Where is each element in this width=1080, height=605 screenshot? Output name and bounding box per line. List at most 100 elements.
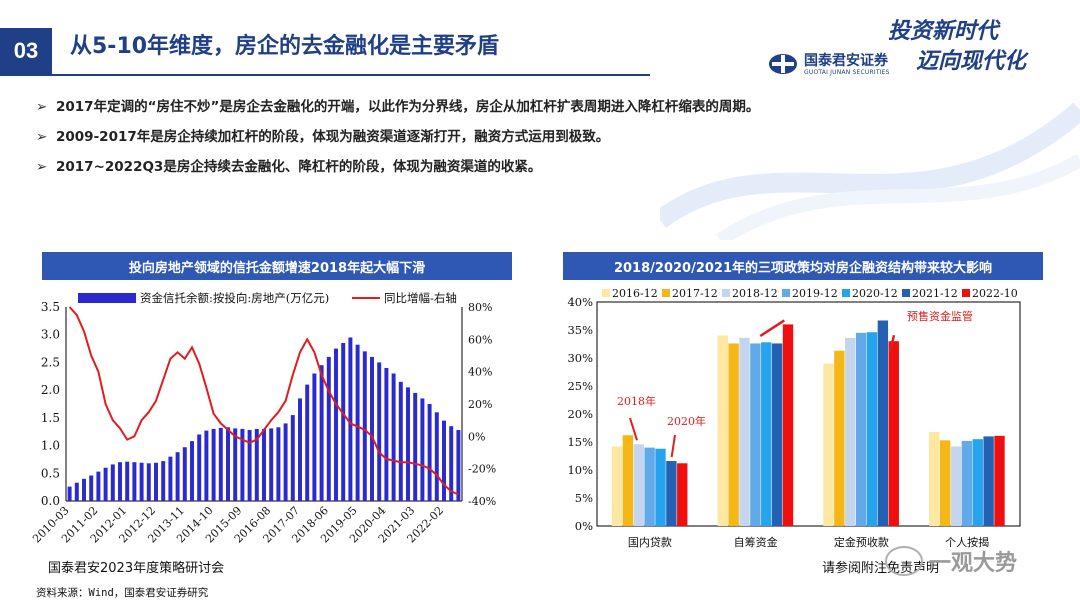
trust-balance-bar [312, 373, 317, 501]
financing-bar [761, 342, 772, 526]
trust-balance-bar [283, 423, 288, 501]
y-tick-label: 10% [567, 463, 593, 477]
trust-balance-bar [442, 420, 446, 501]
trust-balance-bar [190, 441, 194, 501]
trust-balance-bar [182, 447, 187, 501]
trust-balance-bar [110, 464, 115, 501]
trust-balance-bar [96, 471, 101, 501]
legend-label: 2022-10 [972, 287, 1018, 300]
slogan-line-2: 迈向现代化 [916, 48, 1027, 74]
legend-swatch [602, 289, 610, 297]
trust-balance-bar [139, 462, 144, 501]
legend-swatch [662, 289, 670, 297]
left-y-tick-label: 0.5 [41, 466, 60, 480]
y-tick-label: 40% [567, 295, 593, 309]
financing-bar [644, 447, 655, 526]
trust-balance-bar [204, 430, 209, 501]
financing-bar [845, 337, 856, 526]
footer-source: 资料来源：Wind，国泰君安证券研究 [36, 587, 209, 599]
financing-bar [823, 363, 834, 526]
left-y-tick-label: 1.5 [41, 411, 60, 425]
yoy-growth-line [68, 306, 459, 496]
trust-balance-bar [269, 428, 274, 501]
trust-balance-bar [398, 381, 403, 501]
logo-mark-icon [769, 54, 797, 74]
y-tick-label: 0% [575, 519, 593, 533]
trust-balance-bar [298, 398, 302, 501]
left-chart: 0.0 0.5 1.0 1.5 2.0 2.5 3.0 3.5 -40% -20% 0% 20% 40%… [30, 291, 496, 545]
financing-bar [611, 446, 623, 526]
financing-bar [728, 343, 739, 526]
trust-balance-bar [276, 427, 281, 501]
financing-bar [666, 461, 677, 526]
financing-bar [866, 332, 878, 526]
header-divider [0, 74, 650, 76]
financing-bar [622, 435, 634, 526]
legend-swatch [722, 289, 730, 297]
left-y-tick-label: 2.5 [41, 355, 60, 369]
financing-bar [855, 332, 867, 526]
left-y-tick-label: 0.0 [41, 494, 60, 508]
annotation-arrow-selffunds [759, 319, 785, 338]
category-label: 定金预收款 [834, 535, 889, 549]
category-label: 自筹资金 [734, 535, 778, 549]
y-tick-label: 30% [567, 351, 593, 365]
trust-balance-bar [82, 478, 86, 501]
financing-bar [655, 448, 666, 526]
legend-label-line: 同比增幅-右轴 [384, 291, 457, 305]
bullet-text: 2009-2017年是房企持续加杠杆的阶段，体现为融资渠道逐渐打开，融资方式运用… [56, 129, 610, 145]
bullet-text: 2017年定调的“房住不炒”是房企去金融化的开端，以此作为分界线，房企从加杠杆扩… [56, 99, 760, 115]
trust-balance-bar [74, 482, 79, 501]
annotation-arrow-2018 [629, 417, 638, 441]
left-chart-title: 投向房地产领域的信托金额增速2018年起大幅下滑 [42, 252, 512, 280]
right-y-tick-label: 60% [468, 333, 492, 346]
financing-bar [677, 463, 688, 526]
financing-bar [771, 343, 783, 526]
trust-balance-bar [370, 356, 374, 501]
trust-balance-bar [118, 462, 122, 501]
legend-label: 2021-12 [912, 287, 958, 300]
trust-balance-bar [319, 365, 324, 501]
trust-balance-bar [168, 456, 173, 501]
bullet-list: ➢ 2017年定调的“房住不炒”是房企去金融化的开端，以此作为分界线，房企从加杠杆… [36, 95, 1036, 185]
financing-bar [750, 343, 761, 526]
bullet-arrow-icon: ➢ [36, 129, 48, 145]
watermark: 一观大势 [885, 545, 1017, 577]
trust-balance-bar [413, 392, 418, 501]
financing-bar [877, 320, 889, 526]
legend-swatch-bar [78, 293, 136, 303]
plot-frame [596, 301, 1021, 527]
trust-balance-bar [290, 415, 295, 501]
right-y-tick-label: 0% [468, 430, 485, 443]
trust-balance-bar [132, 462, 137, 501]
trust-balance-bar [89, 475, 94, 501]
legend-label: 2019-12 [792, 287, 838, 300]
y-tick-label: 20% [567, 407, 593, 421]
bullet-item: ➢ 2017~2022Q3是房企持续去金融化、降杠杆的阶段，体现为融资渠道的收紧。 [36, 155, 1036, 185]
trust-balance-bar [211, 428, 216, 501]
y-tick-label: 15% [567, 435, 593, 449]
bullet-text: 2017~2022Q3是房企持续去金融化、降杠杆的阶段，体现为融资渠道的收紧。 [56, 159, 542, 175]
trust-balance-bar [154, 462, 158, 501]
trust-balance-bar [233, 428, 238, 501]
trust-balance-bar [262, 428, 266, 501]
trust-balance-bar [334, 348, 338, 501]
financing-bar [782, 324, 794, 526]
left-y-tick-label: 3.5 [41, 300, 60, 314]
trust-balance-bar [456, 430, 461, 501]
financing-bar [888, 341, 899, 526]
bullet-item: ➢ 2017年定调的“房住不炒”是房企去金融化的开端，以此作为分界线，房企从加杠杆… [36, 95, 1036, 125]
trust-balance-bar [240, 428, 245, 501]
bullet-arrow-icon: ➢ [36, 159, 48, 175]
section-number: 03 [0, 28, 52, 74]
financing-bar [739, 337, 750, 526]
financing-bar [939, 440, 951, 526]
legend-label: 2016-12 [612, 287, 658, 300]
category-label: 国内贷款 [628, 535, 672, 549]
page-title: 从5-10年维度，房企的去金融化是主要矛盾 [70, 34, 500, 59]
financing-bar [834, 350, 845, 526]
trust-balance-bar [391, 373, 396, 501]
legend-swatch [842, 289, 850, 297]
trust-balance-bar [377, 362, 382, 501]
financing-bar [961, 440, 973, 526]
